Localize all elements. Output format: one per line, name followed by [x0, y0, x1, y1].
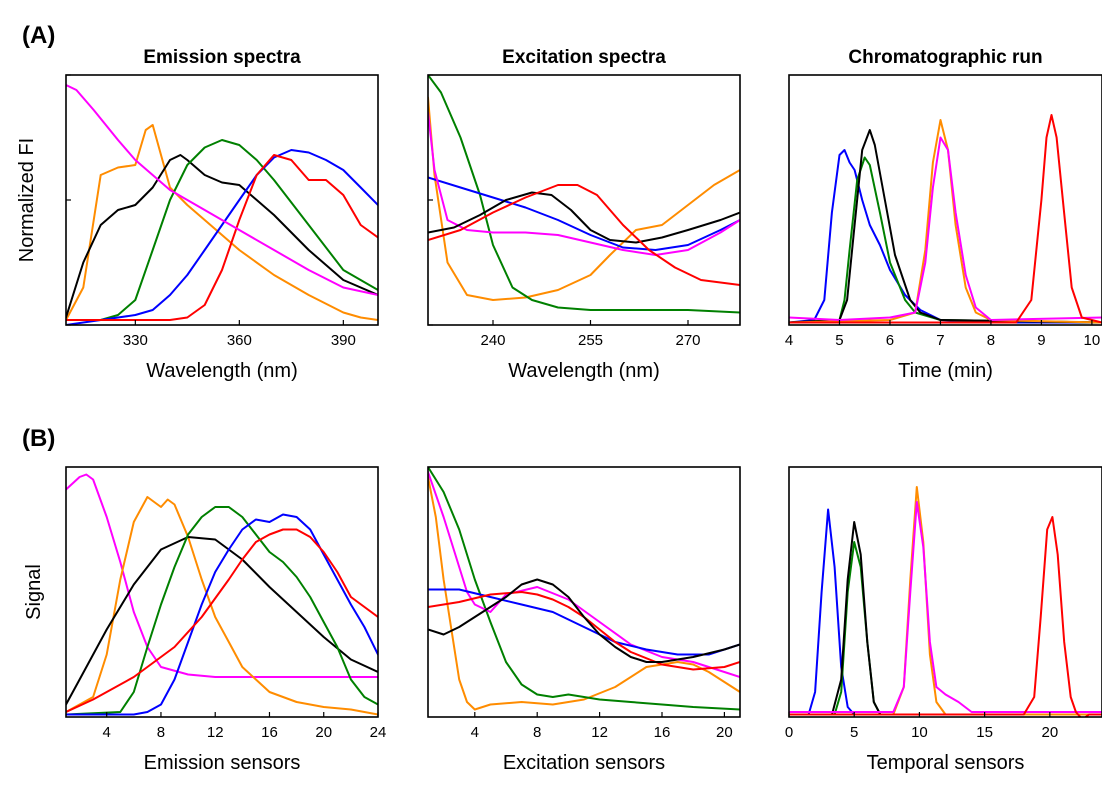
x-axis-label: Emission sensors — [144, 752, 301, 774]
chart-title-chromatographic-run: Chromatographic run — [848, 47, 1042, 68]
x-axis-label: Wavelength (nm) — [508, 360, 660, 382]
x-tick-label: 10 — [911, 724, 928, 741]
series-line-magenta — [66, 473, 378, 678]
series-line-blue — [66, 149, 378, 325]
x-tick-label: 7 — [936, 332, 944, 349]
y-axis-label: Normalized FI — [16, 138, 38, 262]
series-line-green — [789, 541, 1102, 716]
series-line-green — [66, 139, 378, 321]
series-line-magenta — [428, 111, 740, 256]
x-tick-label: 16 — [261, 724, 278, 741]
series-line-blue — [66, 513, 378, 716]
series-line-green — [428, 467, 740, 711]
x-tick-label: 20 — [315, 724, 332, 741]
series-line-black — [66, 154, 378, 319]
x-tick-label: 20 — [1041, 724, 1058, 741]
series-line-blue — [428, 588, 740, 656]
series-line-black — [428, 578, 740, 663]
x-tick-label: 270 — [675, 332, 700, 349]
x-tick-label: 9 — [1037, 332, 1045, 349]
plot-frame — [788, 74, 1102, 326]
x-axis-label: Excitation sensors — [503, 752, 665, 774]
x-tick-label: 6 — [886, 332, 894, 349]
series-line-red — [66, 528, 378, 713]
chart-excitation-sensors: 4 8 12 16 20 Excitation sensors — [427, 466, 741, 774]
x-axis-label: Wavelength (nm) — [146, 360, 298, 382]
x-tick-label: 4 — [103, 724, 111, 741]
x-tick-label: 8 — [533, 724, 541, 741]
x-tick-label: 4 — [471, 724, 479, 741]
series-line-orange — [66, 496, 378, 716]
chart-chromatographic-run: 4 5 6 7 8 9 10 Chromatographic run Time (min) — [785, 47, 1102, 382]
x-tick-label: 15 — [976, 724, 993, 741]
series-line-black — [789, 521, 1102, 716]
x-tick-label: 240 — [480, 332, 505, 349]
x-tick-label: 360 — [227, 332, 252, 349]
series-line-red — [789, 516, 1102, 717]
chart-title-emission-spectra: Emission spectra — [143, 47, 301, 68]
x-axis-label: Temporal sensors — [867, 752, 1025, 774]
x-tick-label: 12 — [207, 724, 224, 741]
x-tick-label: 255 — [578, 332, 603, 349]
plot-frame — [65, 74, 379, 326]
series-line-magenta — [789, 136, 1102, 321]
chart-temporal-sensors: 0 5 10 15 20 Temporal sensors — [785, 466, 1102, 774]
panel-label-b: (B) — [22, 425, 55, 452]
series-line-orange — [428, 96, 740, 301]
series-line-orange — [789, 119, 1102, 324]
series-line-red — [428, 184, 740, 286]
x-tick-label: 24 — [370, 724, 387, 741]
x-tick-label: 10 — [1084, 332, 1101, 349]
series-line-orange — [66, 124, 378, 321]
x-tick-label: 16 — [654, 724, 671, 741]
plot-frame — [427, 466, 741, 718]
series-line-black — [789, 129, 1102, 324]
x-axis-label: Time (min) — [898, 360, 993, 382]
series-line-black — [428, 191, 740, 244]
plot-frame — [65, 466, 379, 718]
x-tick-label: 20 — [716, 724, 733, 741]
series-line-magenta — [428, 471, 740, 678]
series-line-green — [428, 75, 740, 314]
x-tick-label: 5 — [835, 332, 843, 349]
series-line-magenta — [66, 84, 378, 296]
series-line-blue — [789, 149, 1102, 324]
chart-title-excitation-spectra: Excitation spectra — [502, 47, 666, 68]
series-line-black — [66, 536, 378, 706]
x-tick-label: 330 — [123, 332, 148, 349]
series-line-green — [66, 506, 378, 716]
x-tick-label: 0 — [785, 724, 793, 741]
series-line-red — [66, 154, 378, 321]
chart-excitation-spectra: 240 255 270 Excitation spectra Wavelength (n… — [427, 47, 741, 382]
x-tick-label: 8 — [157, 724, 165, 741]
x-tick-label: 12 — [591, 724, 608, 741]
panel-label-a: (A) — [22, 22, 55, 49]
x-tick-label: 390 — [331, 332, 356, 349]
series-line-red — [789, 114, 1102, 324]
chart-emission-sensors: 4 8 12 16 20 24 Emission sensors Signal — [23, 466, 387, 774]
series-line-blue — [789, 508, 1102, 716]
series-line-blue — [428, 176, 740, 251]
plot-frame — [788, 466, 1102, 718]
series-line-orange — [428, 476, 740, 711]
x-tick-label: 8 — [987, 332, 995, 349]
x-tick-label: 5 — [850, 724, 858, 741]
series-line-magenta — [789, 501, 1102, 713]
chart-emission-spectra: 330 360 390 Emission spectra Wavelength (nm)… — [16, 47, 379, 382]
x-tick-label: 4 — [785, 332, 793, 349]
y-axis-label: Signal — [23, 564, 45, 620]
